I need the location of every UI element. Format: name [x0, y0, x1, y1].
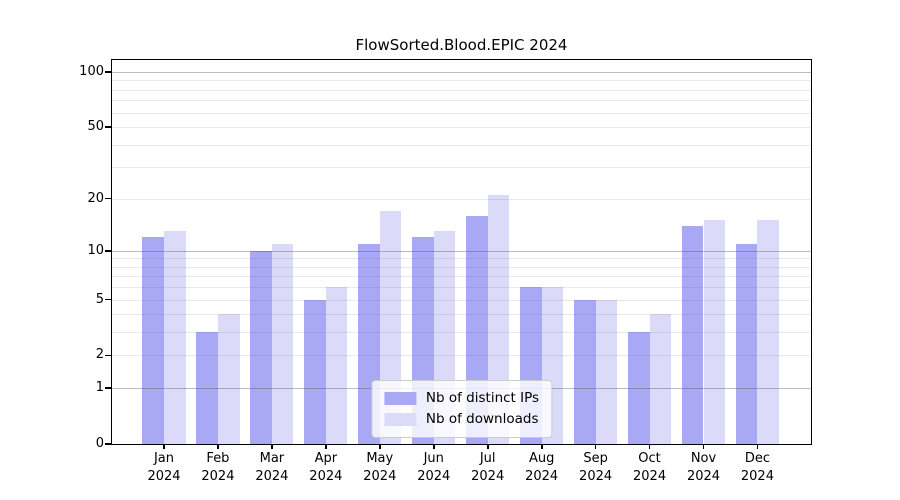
- legend-entry-distinct-ips: Nb of distinct IPs: [383, 388, 540, 409]
- x-axis-ticks: [112, 444, 811, 450]
- x-tick-label-month: May: [366, 451, 394, 466]
- plot-area: Nb of distinct IPs Nb of downloads: [111, 59, 812, 445]
- bar-nb-of-distinct-ips-sep: [574, 299, 596, 444]
- x-tick-mark-jun: [432, 444, 435, 449]
- x-tick-label-year: 2024: [201, 468, 235, 484]
- x-tick-label-month: Jul: [479, 451, 496, 466]
- x-tick-mark-dec: [756, 444, 759, 449]
- legend-entry-downloads: Nb of downloads: [383, 409, 539, 430]
- bar-nb-of-distinct-ips-oct: [627, 332, 650, 444]
- y-tick-label-100: 100: [79, 63, 104, 79]
- x-tick-mark-oct: [648, 444, 651, 449]
- x-tick-label-month: Jan: [153, 451, 175, 466]
- x-tick-mark-sep: [594, 444, 597, 449]
- x-tick-label-month: Dec: [744, 451, 771, 466]
- x-tick-label-year: 2024: [147, 468, 181, 484]
- x-tick-label-aug: Aug 2024: [525, 450, 558, 485]
- y-tick-mark-1: [105, 387, 112, 389]
- y-tick-label-0: 0: [95, 436, 104, 451]
- legend-swatch-downloads: [383, 413, 416, 426]
- bar-nb-of-downloads-oct: [649, 314, 672, 444]
- x-tick-mark-feb: [217, 444, 219, 449]
- x-tick-label-month: Sep: [583, 451, 608, 466]
- x-tick-label-may: May 2024: [363, 450, 396, 485]
- legend-label-downloads: Nb of downloads: [425, 411, 539, 427]
- x-tick-label-year: 2024: [471, 468, 505, 484]
- x-tick-label-year: 2024: [740, 468, 774, 484]
- legend-swatch-distinct-ips: [383, 392, 416, 405]
- x-tick-mark-aug: [540, 444, 543, 449]
- legend: Nb of distinct IPs Nb of downloads: [370, 380, 553, 438]
- y-tick-mark-0: [105, 443, 112, 445]
- y-tick-mark-2: [105, 354, 112, 357]
- x-tick-mark-mar: [271, 444, 273, 449]
- bar-nb-of-distinct-ips-apr: [304, 299, 326, 444]
- x-tick-label-month: Oct: [638, 451, 661, 466]
- x-tick-mark-apr: [324, 444, 327, 449]
- x-tick-label-month: Feb: [206, 451, 230, 466]
- x-tick-label-month: Mar: [259, 451, 285, 466]
- y-tick-mark-5: [105, 298, 112, 301]
- y-tick-mark-100: [105, 70, 112, 73]
- y-tick-label-20: 20: [87, 190, 104, 206]
- x-tick-label-feb: Feb 2024: [201, 450, 234, 485]
- y-tick-label-50: 50: [87, 118, 104, 134]
- bar-nb-of-downloads-dec: [757, 220, 780, 444]
- x-tick-label-dec: Dec 2024: [741, 450, 774, 485]
- x-tick-label-apr: Apr 2024: [309, 450, 342, 485]
- bar-nb-of-distinct-ips-mar: [250, 250, 272, 444]
- bar-nb-of-distinct-ips-dec: [735, 243, 758, 444]
- x-tick-label-month: Nov: [690, 451, 717, 466]
- y-tick-mark-10: [105, 249, 112, 252]
- x-tick-label-year: 2024: [686, 468, 721, 484]
- x-tick-label-month: Aug: [528, 451, 555, 466]
- x-tick-label-month: Jun: [423, 451, 444, 466]
- y-tick-label-5: 5: [95, 291, 104, 307]
- x-tick-label-mar: Mar 2024: [255, 450, 288, 485]
- x-tick-label-oct: Oct 2024: [633, 450, 666, 485]
- x-tick-label-year: 2024: [633, 468, 667, 484]
- bar-nb-of-downloads-feb: [217, 314, 240, 444]
- x-tick-label-year: 2024: [255, 468, 289, 484]
- x-tick-label-year: 2024: [309, 468, 343, 484]
- x-tick-label-year: 2024: [579, 468, 613, 484]
- bar-nb-of-downloads-sep: [595, 299, 618, 444]
- x-tick-label-year: 2024: [363, 468, 397, 484]
- x-tick-label-jun: Jun 2024: [417, 450, 450, 485]
- x-tick-label-sep: Sep 2024: [579, 450, 612, 485]
- x-tick-label-month: Apr: [314, 451, 338, 466]
- x-tick-label-year: 2024: [525, 468, 559, 484]
- y-tick-label-1: 1: [95, 380, 104, 396]
- x-tick-mark-nov: [702, 444, 705, 449]
- bar-nb-of-distinct-ips-nov: [681, 225, 704, 444]
- y-tick-label-2: 2: [95, 347, 104, 363]
- legend-label-distinct-ips: Nb of distinct IPs: [425, 390, 540, 406]
- x-tick-label-year: 2024: [417, 468, 451, 484]
- y-tick-mark-50: [105, 126, 112, 128]
- bar-nb-of-downloads-jan: [164, 231, 186, 444]
- x-tick-mark-jan: [163, 444, 165, 449]
- bar-nb-of-distinct-ips-jan: [142, 237, 164, 444]
- bar-nb-of-downloads-apr: [325, 287, 348, 444]
- x-tick-mark-jul: [486, 444, 489, 449]
- bar-nb-of-downloads-mar: [271, 243, 294, 444]
- x-tick-label-jan: Jan 2024: [147, 450, 180, 485]
- x-tick-label-nov: Nov 2024: [687, 450, 720, 485]
- bar-nb-of-distinct-ips-feb: [196, 332, 218, 444]
- y-tick-mark-20: [105, 197, 112, 200]
- bar-nb-of-downloads-nov: [703, 220, 726, 444]
- chart-title: FlowSorted.Blood.EPIC 2024: [355, 36, 568, 54]
- x-tick-mark-may: [378, 444, 381, 449]
- y-tick-label-10: 10: [87, 242, 104, 258]
- x-tick-label-jul: Jul 2024: [471, 450, 504, 485]
- x-axis-labels: Jan 2024 Feb 2024 Mar 2024 Apr 2024 May 2024 Jun 20…: [112, 450, 811, 490]
